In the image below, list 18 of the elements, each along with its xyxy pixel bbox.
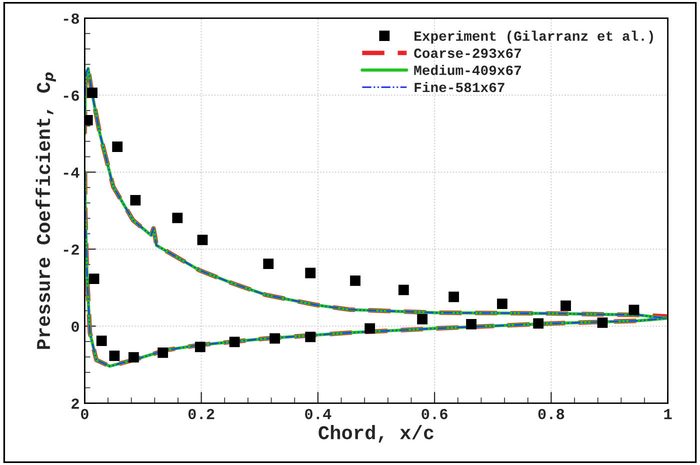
y-tick-label: -4 xyxy=(64,168,80,178)
y-axis-title: Pressure Coefficient, C$_{p}$ xyxy=(36,72,56,349)
legend-label: Coarse-293x67 xyxy=(414,48,521,58)
legend-label: Medium-409x67 xyxy=(414,64,521,76)
y-tick-label: -8 xyxy=(64,13,80,24)
y-tick-label: -6 xyxy=(64,90,79,101)
y-tick-label: 0 xyxy=(72,321,79,332)
y-tick-label: -2 xyxy=(64,244,79,255)
legend-label: Fine-581x67 xyxy=(414,82,504,92)
x-tick-label: 1 xyxy=(664,409,672,420)
legend-label: Experiment (Gilarranz et al.) xyxy=(414,30,653,44)
x-tick-label: 0.2 xyxy=(188,408,214,420)
x-tick-label: 0.8 xyxy=(538,408,564,420)
y-tick-label: 2 xyxy=(72,398,79,409)
x-tick-label: 0.6 xyxy=(422,408,448,420)
x-tick-label: 0.4 xyxy=(305,408,332,420)
x-tick-label: 0 xyxy=(80,408,88,420)
x-axis-title: Chord, x/c xyxy=(318,425,434,443)
